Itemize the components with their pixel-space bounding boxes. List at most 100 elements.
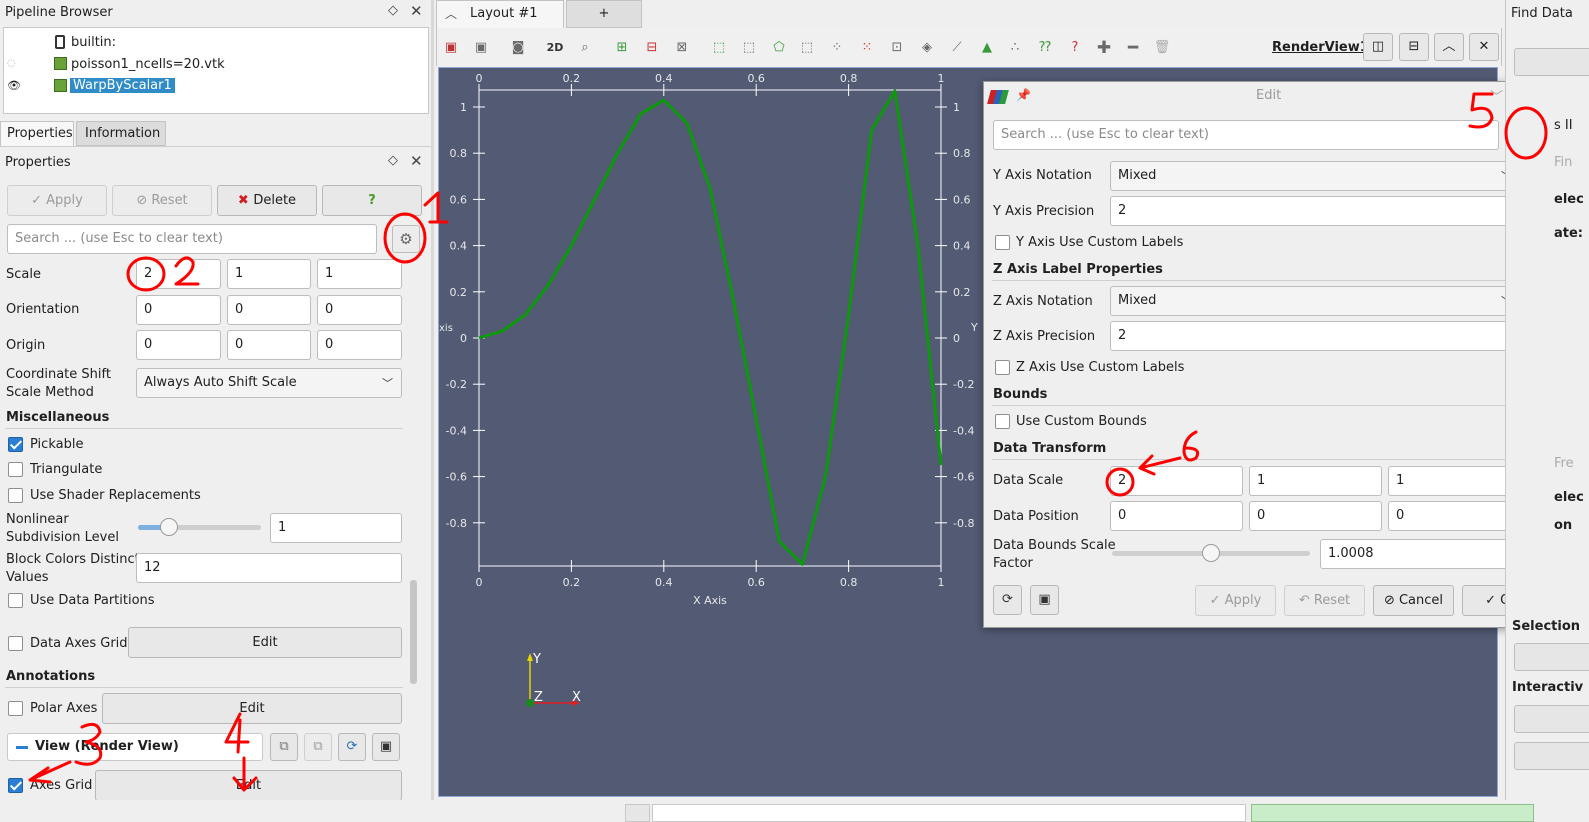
orientation-x-input[interactable]: 0 — [136, 295, 221, 325]
custom-bounds-checkbox[interactable] — [995, 414, 1010, 429]
data-axes-grid-checkbox[interactable] — [8, 636, 23, 651]
close-icon[interactable]: ✕ — [410, 152, 423, 170]
split-vertical-icon[interactable]: ⊟ — [1399, 33, 1429, 61]
paste-icon[interactable]: ⧉ — [304, 733, 332, 761]
find-data-button[interactable] — [1514, 705, 1589, 733]
polar-axes-checkbox[interactable] — [8, 701, 23, 716]
save-icon[interactable]: ▣ — [372, 733, 400, 761]
select-block-icon[interactable]: ⬚ — [800, 40, 814, 55]
coord-shift-select[interactable]: Always Auto Shift Scale ﹀ — [136, 368, 402, 398]
y-custom-labels-checkbox[interactable] — [995, 235, 1010, 250]
dialog-cancel-button[interactable]: ⊘ Cancel — [1373, 585, 1454, 616]
y-notation-select[interactable]: Mixed﹀ — [1110, 161, 1521, 191]
data-position-x-input[interactable]: 0 — [1110, 501, 1243, 531]
dialog-reset-button[interactable]: ↶ Reset — [1284, 585, 1365, 616]
camera-icon[interactable]: ◙ — [511, 40, 525, 55]
layout-tab[interactable]: ︿ Layout #1 — [436, 0, 564, 28]
view-section-header[interactable]: View (Render View) — [7, 733, 263, 761]
extract-selection-icon[interactable]: ▲ — [982, 40, 992, 55]
minimize-icon[interactable]: ﹀ — [1490, 90, 1504, 105]
bounds-factor-input[interactable]: 1.0008 — [1320, 539, 1521, 569]
select-cells-on-icon[interactable]: ⊞ — [616, 40, 628, 55]
render-view-name[interactable]: RenderView1 — [1272, 40, 1369, 55]
axes-grid-checkbox[interactable] — [8, 778, 23, 793]
eye-open-icon[interactable]: 👁 — [7, 79, 21, 92]
shrink-selection-icon[interactable]: ⟋ — [952, 40, 962, 55]
gear-icon[interactable]: ⚙ — [392, 225, 420, 253]
tab-information[interactable]: Information — [76, 121, 166, 146]
select-points-on-icon[interactable]: ⊟ — [646, 40, 658, 55]
toggle-2d-button[interactable]: 2D — [546, 41, 564, 54]
z-notation-select[interactable]: Mixed﹀ — [1110, 286, 1521, 316]
nonlinear-slider-handle[interactable] — [159, 518, 178, 536]
zoom-to-box-icon[interactable]: ⌕ — [581, 40, 589, 55]
triangulate-checkbox[interactable] — [8, 462, 23, 477]
find-data-button[interactable] — [1514, 742, 1589, 770]
help-button[interactable]: ? — [322, 185, 422, 216]
interactive-points-icon[interactable]: ⁘ — [831, 40, 843, 55]
add-tab-button[interactable]: + — [566, 0, 642, 28]
find-data-button[interactable] — [1514, 48, 1589, 76]
pickable-checkbox[interactable] — [8, 437, 23, 452]
pipeline-item-vtk[interactable]: poisson1_ncells=20.vtk — [71, 57, 225, 72]
pipeline-tree[interactable]: builtin: ◌ poisson1_ncells=20.vtk 👁 Warp… — [3, 27, 429, 114]
dialog-save-icon[interactable]: ▣ — [1030, 585, 1059, 615]
split-horizontal-icon[interactable]: ◫ — [1363, 33, 1393, 61]
subtract-selection-icon[interactable]: ━ — [1127, 38, 1139, 58]
hover-query-icon[interactable]: ? — [1071, 40, 1079, 55]
clear-selection-icon[interactable]: 🗑 — [1153, 40, 1171, 55]
grow-selection-icon[interactable]: ◈ — [922, 40, 932, 55]
scale-y-input[interactable]: 1 — [227, 259, 311, 289]
origin-x-input[interactable]: 0 — [136, 330, 221, 360]
y-precision-input[interactable]: 2 — [1110, 196, 1521, 226]
pipeline-item-builtin[interactable]: builtin: — [71, 35, 117, 50]
z-custom-labels-checkbox[interactable] — [995, 360, 1010, 375]
data-axes-grid-edit-button[interactable]: Edit — [128, 627, 402, 658]
close-view-icon[interactable]: ✕ — [1469, 33, 1499, 61]
bounds-factor-slider-handle[interactable] — [1202, 544, 1220, 562]
float-icon[interactable]: ◇ — [388, 3, 398, 18]
nonlinear-input[interactable]: 1 — [270, 513, 402, 543]
block-colors-input[interactable]: 12 — [136, 553, 402, 583]
polar-axes-edit-button[interactable]: Edit — [102, 693, 402, 724]
origin-z-input[interactable]: 0 — [317, 330, 402, 360]
reset-button[interactable]: ⊘ Reset — [112, 185, 212, 216]
z-precision-input[interactable]: 2 — [1110, 321, 1521, 351]
float-icon[interactable]: ◇ — [388, 153, 398, 168]
eye-closed-icon[interactable]: ◌ — [7, 58, 16, 69]
select-through-icon[interactable]: ⬚ — [742, 40, 756, 55]
data-scale-x-input[interactable]: 2 — [1110, 466, 1243, 496]
apply-button[interactable]: ✓ Apply — [7, 185, 107, 216]
shader-checkbox[interactable] — [8, 488, 23, 503]
tab-properties[interactable]: Properties — [0, 121, 74, 146]
copy-icon[interactable]: ⧉ — [270, 733, 298, 761]
orientation-y-input[interactable]: 0 — [227, 295, 311, 325]
axes-grid-edit-button[interactable]: Edit — [95, 770, 402, 801]
properties-scrollbar-thumb[interactable] — [410, 580, 417, 684]
select-polygon-icon[interactable]: ⬠ — [773, 40, 785, 55]
add-selection-icon[interactable]: ✚ — [1096, 38, 1112, 58]
data-position-y-input[interactable]: 0 — [1249, 501, 1382, 531]
delete-button[interactable]: ✖ Delete — [217, 185, 317, 216]
splitter[interactable] — [431, 0, 434, 822]
properties-search-input[interactable]: Search ... (use Esc to clear text) — [7, 224, 377, 254]
refresh-icon[interactable]: ⟳ — [338, 733, 366, 761]
interactive-select-icon[interactable]: ⬚ — [712, 40, 726, 55]
data-position-z-input[interactable]: 0 — [1388, 501, 1521, 531]
hover-cells-icon[interactable]: ⊡ — [891, 40, 903, 55]
scale-x-input[interactable]: 2 — [136, 259, 221, 289]
dialog-apply-button[interactable]: ✓ Apply — [1195, 585, 1276, 616]
dialog-search-input[interactable]: Search ... (use Esc to clear text) — [993, 120, 1499, 150]
pipeline-item-warp[interactable]: WarpByScalar1 — [70, 78, 175, 93]
reset-camera-icon[interactable]: ▣ — [444, 40, 458, 55]
hover-points-icon[interactable]: ⁙ — [861, 40, 873, 55]
reset-camera-closest-icon[interactable]: ▣ — [474, 40, 488, 55]
origin-y-input[interactable]: 0 — [227, 330, 311, 360]
orientation-z-input[interactable]: 0 — [317, 295, 402, 325]
select-frustum-icon[interactable]: ⊠ — [676, 40, 688, 55]
data-scale-z-input[interactable]: 1 — [1388, 466, 1521, 496]
close-icon[interactable]: ✕ — [410, 2, 423, 20]
plot-selection-icon[interactable]: ∴ — [1010, 40, 1020, 55]
dialog-refresh-icon[interactable]: ⟳ — [993, 585, 1022, 615]
find-data-button[interactable] — [1514, 643, 1589, 671]
